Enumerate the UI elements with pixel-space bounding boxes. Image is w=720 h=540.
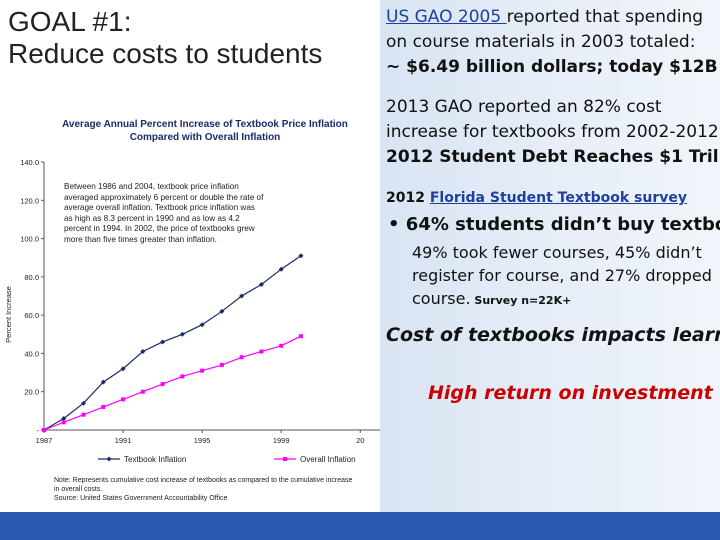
- textbook-point: [61, 416, 67, 422]
- x-tick-label: 1999: [273, 436, 290, 445]
- survey-heading: 2012 Florida Student Textbook survey: [386, 190, 687, 206]
- overall-point: [200, 368, 205, 373]
- overall-point: [298, 334, 303, 339]
- overall-point: [180, 374, 185, 379]
- annotation-line: as high as 8.3 percent in 1990 and as lo…: [64, 213, 240, 223]
- y-tick-label: 100.0: [20, 235, 39, 244]
- bullet-main: • 64% students didn’t buy textbook: [388, 214, 720, 235]
- y-tick-label: 80.0: [24, 273, 39, 282]
- x-tick-label: 1995: [194, 436, 211, 445]
- impacts-learning: Cost of textbooks impacts learning: [386, 324, 720, 346]
- survey-size: Survey n=22K+: [470, 294, 572, 307]
- survey-year: 2012: [386, 190, 430, 206]
- textbook-point: [120, 366, 126, 372]
- annotation-line: more than five times greater than inflat…: [64, 234, 217, 244]
- high-roi: High return on investment: [428, 382, 713, 404]
- annotation-line: Between 1986 and 2004, textbook price in…: [64, 182, 239, 191]
- textbook-point: [140, 349, 146, 355]
- textbook-point: [219, 308, 225, 314]
- bullet-icon: •: [388, 214, 400, 235]
- florida-survey-link[interactable]: Florida Student Textbook survey: [429, 190, 687, 206]
- note-line1: Note: Represents cumulative cost increas…: [54, 477, 353, 484]
- x-tick-label: 1987: [36, 436, 53, 445]
- gao-2005-text: reported that spending: [506, 7, 704, 27]
- bottom-bar: [0, 512, 720, 540]
- chart-title-line1: Average Annual Percent Increase of Textb…: [62, 119, 348, 130]
- survey-stat-line3: register for course, and 27% dropped: [412, 266, 712, 285]
- x-tick-label: 1991: [115, 436, 132, 445]
- bullet-text: 64% students didn’t buy textbook: [405, 214, 720, 235]
- y-tick-label: 140.0: [20, 158, 39, 167]
- survey-stat-line2: 49% took fewer courses, 45% didn’t: [412, 243, 702, 262]
- legend-overall: Overall Inflation: [300, 455, 356, 464]
- annotation-line: percent in 1994. In 2002, the price of t…: [64, 224, 255, 233]
- overall-point: [81, 412, 86, 417]
- overall-series-line: [43, 335, 302, 431]
- x-tick-label: 20: [356, 436, 364, 445]
- textbook-series-line: [43, 255, 302, 431]
- gao-2013-line1: 2013 GAO reported an 82% cost: [386, 97, 662, 117]
- note-source: Source: United States Government Account…: [54, 495, 228, 502]
- chart-note: Note: Represents cumulative cost increas…: [54, 476, 374, 503]
- textbook-point: [258, 282, 264, 288]
- chart-title-line2: Compared with Overall Inflation: [129, 132, 281, 143]
- textbook-point: [179, 331, 185, 337]
- overall-point: [239, 355, 244, 360]
- y-tick-label: 40.0: [24, 349, 39, 358]
- inflation-chart: - 20.0 40.0 60.0 80.0 100.0 120.0 140.0 1987 1991…: [0, 110, 380, 515]
- survey-stat-course: course.: [412, 289, 471, 308]
- gao-2013-line2: increase for textbooks from 2002-2012: [386, 122, 719, 142]
- overall-point: [140, 389, 145, 394]
- gao-2005-link[interactable]: US GAO 2005: [386, 7, 507, 27]
- overall-point: [61, 420, 66, 425]
- note-line2: in overall costs.: [54, 486, 103, 493]
- textbook-point: [160, 339, 166, 345]
- overall-point: [42, 428, 46, 432]
- y-tick-label: 60.0: [24, 311, 39, 320]
- textbook-point: [199, 322, 205, 328]
- textbook-point: [100, 379, 106, 385]
- gao-2005-line3: ~ $6.49 billion dollars; today $12B: [386, 57, 718, 77]
- y-tick-label: 20.0: [24, 388, 39, 397]
- y-tick-label: 120.0: [20, 196, 39, 205]
- overall-point: [279, 343, 284, 348]
- overall-point: [101, 405, 106, 410]
- textbook-point: [298, 253, 304, 259]
- right-text-panel: US GAO 2005 reported that spending on co…: [380, 0, 720, 512]
- textbook-point: [278, 266, 284, 272]
- overall-point: [219, 362, 224, 367]
- chart-svg: - 20.0 40.0 60.0 80.0 100.0 120.0 140.0 1987 1991…: [20, 158, 380, 462]
- legend-overall-marker: [283, 457, 287, 461]
- y-tick-label: -: [37, 426, 40, 435]
- chart-title: Average Annual Percent Increase of Textb…: [40, 118, 370, 144]
- chart-annotation: Between 1986 and 2004, textbook price in…: [64, 182, 294, 245]
- overall-point: [160, 382, 165, 387]
- gao-2005-line1: US GAO 2005 reported that spending: [386, 6, 703, 28]
- annotation-line: averaged approximately 6 percent or doub…: [64, 192, 264, 202]
- annotation-line: average overall inflation. Textbook pric…: [64, 203, 255, 212]
- survey-stat-line4: course. Survey n=22K+: [412, 289, 571, 308]
- textbook-point: [239, 293, 245, 299]
- goal-number: GOAL #1:: [8, 6, 132, 37]
- student-debt-line: 2012 Student Debt Reaches $1 Trillion: [386, 147, 720, 167]
- overall-point: [259, 349, 264, 354]
- goal-heading: GOAL #1: Reduce costs to students: [8, 6, 368, 70]
- textbook-point: [81, 400, 87, 406]
- legend-textbook-marker: [106, 456, 112, 462]
- gao-2005-line2: on course materials in 2003 totaled:: [386, 32, 696, 52]
- overall-point: [121, 397, 126, 402]
- legend-textbook: Textbook Inflation: [124, 455, 187, 464]
- y-axis-label: Percent Increase: [3, 286, 13, 343]
- goal-description: Reduce costs to students: [8, 38, 323, 69]
